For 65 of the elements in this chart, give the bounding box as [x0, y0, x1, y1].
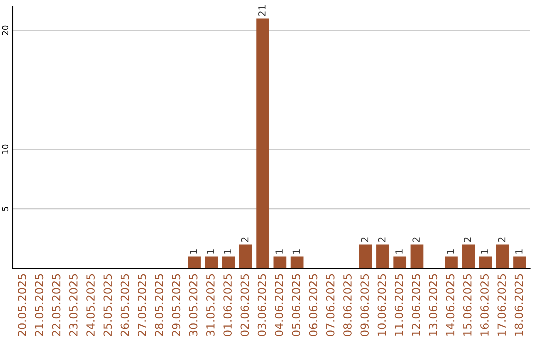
bar: [188, 256, 201, 269]
bar: [256, 18, 270, 269]
bar: [290, 256, 304, 269]
data-label: 1: [224, 250, 232, 254]
x-tick-label: 08.06.2025: [344, 274, 352, 336]
bar: [462, 244, 476, 269]
data-label: 1: [276, 250, 283, 254]
data-label: 1: [481, 250, 488, 254]
x-tick-label: 05.06.2025: [292, 274, 301, 336]
x-tick-label: 28.05.2025: [155, 274, 164, 336]
x-tick-label: 14.06.2025: [446, 274, 455, 336]
bar: [240, 244, 252, 269]
bar: [514, 256, 526, 269]
data-label: 1: [447, 250, 454, 254]
y-tick-label: 5: [2, 207, 9, 212]
data-label: 2: [498, 238, 506, 242]
data-label: 2: [361, 238, 369, 242]
x-tick-label: 31.05.2025: [206, 274, 215, 336]
x-tick-label: 17.06.2025: [498, 274, 506, 336]
x-tick-label: 20.05.2025: [18, 274, 26, 336]
x-tick-label: 12.06.2025: [412, 274, 420, 336]
bar: [479, 256, 492, 269]
x-tick-label: 04.06.2025: [275, 274, 284, 336]
bar: [222, 256, 236, 269]
x-tick-label: 02.06.2025: [240, 274, 250, 336]
y-tick-label: 20: [2, 26, 9, 36]
x-tick-label: 29.05.2025: [172, 274, 181, 336]
x-tick-label: 30.05.2025: [189, 274, 198, 336]
x-tick-label: 25.05.2025: [104, 274, 112, 336]
data-label: 2: [464, 238, 472, 242]
data-label: 2: [412, 238, 420, 242]
data-label: 1: [190, 250, 198, 254]
x-tick-label: 21.05.2025: [35, 274, 44, 336]
x-tick-label: 03.06.2025: [258, 274, 266, 336]
bar: [205, 256, 218, 269]
x-tick-label: 13.06.2025: [429, 274, 438, 336]
data-label: 1: [516, 250, 523, 254]
x-tick-label: 24.05.2025: [86, 274, 95, 336]
data-label: 1: [207, 250, 214, 254]
data-label: 2: [378, 238, 386, 242]
data-label: 2: [241, 238, 249, 242]
x-tick-label: 26.05.2025: [120, 274, 130, 336]
x-tick-label: 18.06.2025: [514, 274, 524, 336]
bar: [376, 244, 390, 269]
data-label: 21: [258, 5, 266, 16]
x-tick-label: 22.05.2025: [52, 274, 61, 336]
x-tick-label: 01.06.2025: [224, 274, 232, 336]
x-tick-label: 11.06.2025: [394, 274, 404, 336]
bar: [410, 244, 424, 269]
data-label: 1: [396, 250, 403, 254]
bar: [496, 244, 510, 269]
x-tick-label: 07.06.2025: [326, 274, 335, 336]
x-tick-label: 16.06.2025: [480, 274, 489, 336]
bar: [359, 244, 372, 269]
x-tick-label: 15.06.2025: [463, 274, 472, 336]
x-tick-label: 10.06.2025: [378, 274, 386, 336]
bar: [445, 256, 458, 269]
x-tick-label: 09.06.2025: [360, 274, 370, 336]
bar: [274, 256, 287, 269]
x-tick-label: 23.05.2025: [69, 274, 78, 336]
x-tick-label: 06.06.2025: [309, 274, 318, 336]
x-tick-label: 27.05.2025: [138, 274, 146, 336]
bar: [394, 256, 407, 269]
y-tick-label: 10: [2, 144, 9, 154]
data-label: 1: [292, 250, 300, 254]
